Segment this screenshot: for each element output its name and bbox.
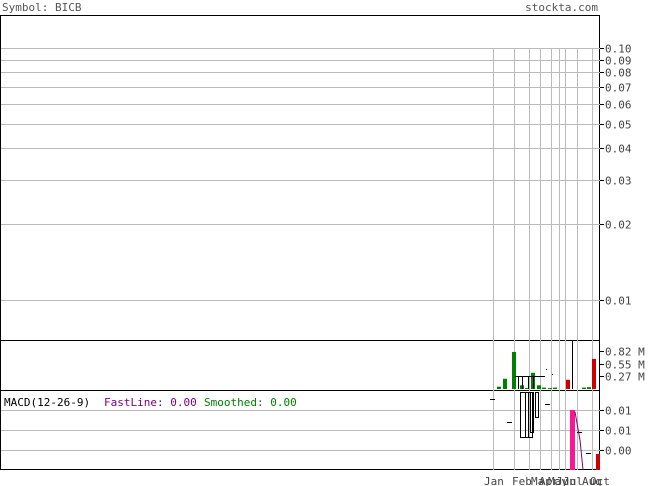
macd-hist-neg (570, 410, 575, 470)
price-tick-label: 0.05 (605, 119, 632, 132)
macd-fastline-label: FastLine: 0.00 (104, 396, 197, 409)
macd-tick-label: 0.00 (605, 445, 632, 458)
price-tick-label: 0.08 (605, 67, 632, 80)
site-label: stockta.com (525, 1, 598, 14)
volume-bar (497, 386, 501, 389)
price-panel (0, 15, 600, 341)
macd-tick-label: 0.01 (605, 425, 632, 438)
volume-bar (587, 387, 591, 389)
x-tick-label: Mar (531, 475, 551, 486)
volume-bar (525, 388, 529, 390)
macd-histogram (490, 392, 600, 471)
volume-axis: 0.82 M0.55 M0.27 M (600, 346, 645, 384)
volume-bar (592, 358, 596, 389)
volume-bar (553, 387, 557, 389)
x-tick-label: Jan (484, 475, 504, 486)
volume-bar (566, 379, 570, 389)
macd-tick-label: 0.01 (605, 405, 632, 418)
macd-hist-bar (525, 392, 529, 438)
macd-smoothed-label: Smoothed: 0.00 (204, 396, 297, 409)
price-tick-label: 0.10 (605, 43, 632, 56)
price-tick-label: 0.01 (605, 295, 632, 308)
price-tick-label: 0.02 (605, 219, 632, 232)
price-axis: 0.100.090.08 0.07 0.06 0.05 0.04 0.03 0.02 0.01 (600, 43, 632, 308)
symbol-label: Symbol: BICB (2, 1, 82, 14)
x-tick-label: Jul (563, 475, 583, 486)
volume-bar (512, 351, 516, 389)
volume-tick-label: 0.55 M (605, 359, 645, 372)
volume-bar (542, 387, 546, 389)
price-candles (515, 341, 573, 389)
macd-hist-bar (535, 392, 539, 418)
volume-bar (582, 387, 586, 389)
price-tick-label: 0.09 (605, 55, 632, 68)
x-tick-label: Jun (556, 475, 576, 486)
price-tick-label: 0.07 (605, 82, 632, 95)
price-grid (1, 48, 600, 301)
volume-bar (503, 378, 507, 389)
macd-fast-line (574, 411, 584, 471)
volume-panel (0, 340, 600, 391)
x-tick-label: Oct (590, 475, 610, 486)
x-tick-label: Aug (582, 475, 602, 486)
price-tick-label: 0.04 (605, 143, 632, 156)
macd-hist-pos (596, 454, 600, 470)
volume-tick-label: 0.82 M (605, 346, 645, 359)
x-tick-label: Apr (539, 475, 559, 486)
volume-bar (548, 388, 552, 390)
macd-axis: 0.01 0.01 0.00 (1, 405, 632, 458)
price-tick-label: 0.03 (605, 175, 632, 188)
vertical-grid (493, 48, 593, 470)
volume-bar (537, 385, 541, 389)
x-tick-label: May (548, 475, 568, 486)
volume-bars (497, 351, 596, 390)
price-tick-label: 0.06 (605, 99, 632, 112)
macd-title: MACD(12-26-9) (4, 396, 90, 409)
macd-hist-bar (530, 392, 534, 433)
x-tick-label: Feb (512, 475, 532, 486)
volume-tick-label: 0.27 M (605, 371, 645, 384)
